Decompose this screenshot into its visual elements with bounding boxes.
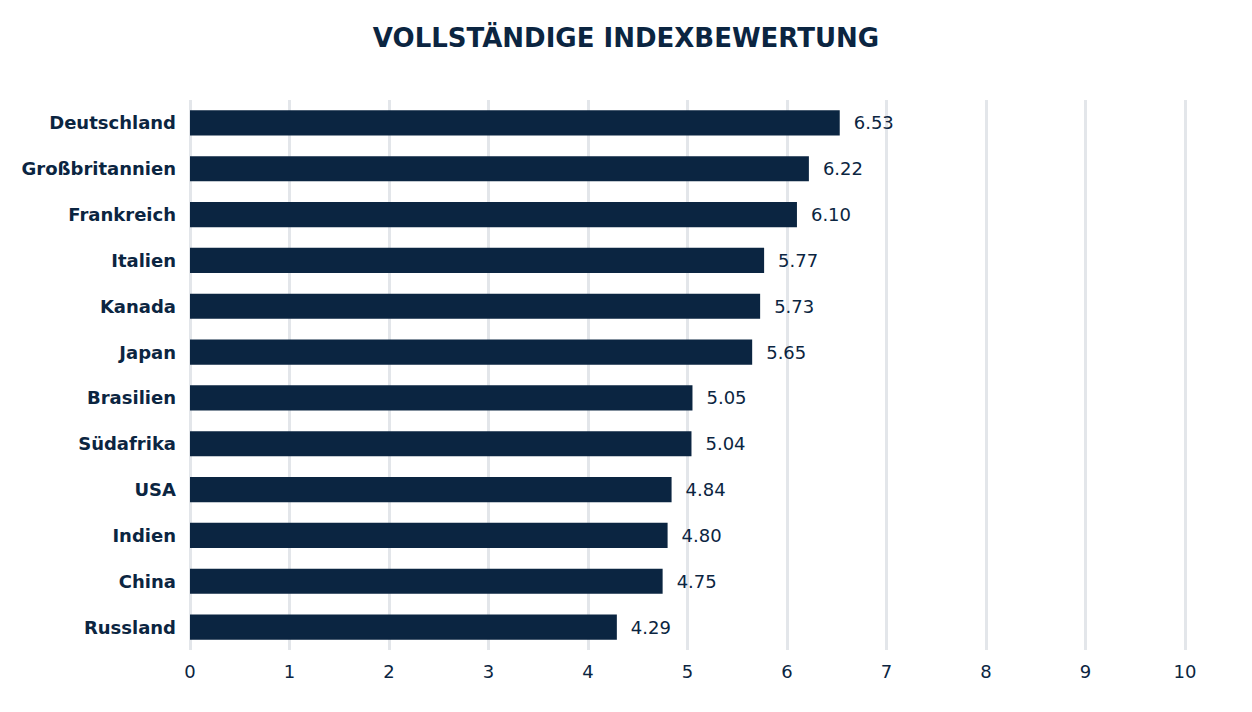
svg-text:9: 9 <box>1080 661 1091 682</box>
svg-text:Südafrika: Südafrika <box>78 433 176 454</box>
svg-text:4.29: 4.29 <box>631 617 671 638</box>
svg-text:5.05: 5.05 <box>706 387 746 408</box>
svg-text:6.22: 6.22 <box>823 158 863 179</box>
svg-text:Japan: Japan <box>117 342 176 363</box>
svg-text:1: 1 <box>284 661 295 682</box>
svg-text:4: 4 <box>582 661 593 682</box>
svg-text:5: 5 <box>682 661 693 682</box>
svg-text:10: 10 <box>1174 661 1197 682</box>
svg-text:5.73: 5.73 <box>774 296 814 317</box>
svg-text:8: 8 <box>980 661 991 682</box>
svg-text:Frankreich: Frankreich <box>68 204 176 225</box>
svg-text:Deutschland: Deutschland <box>49 112 176 133</box>
svg-text:Italien: Italien <box>111 250 176 271</box>
svg-text:6.53: 6.53 <box>854 112 894 133</box>
svg-text:Brasilien: Brasilien <box>87 387 176 408</box>
svg-text:5.77: 5.77 <box>778 250 818 271</box>
svg-text:7: 7 <box>881 661 892 682</box>
svg-text:3: 3 <box>483 661 494 682</box>
svg-text:4.75: 4.75 <box>677 571 717 592</box>
svg-text:VOLLSTÄNDIGE INDEXBEWERTUNG: VOLLSTÄNDIGE INDEXBEWERTUNG <box>373 22 879 53</box>
svg-text:6: 6 <box>781 661 792 682</box>
svg-text:USA: USA <box>134 479 176 500</box>
svg-text:4.80: 4.80 <box>682 525 722 546</box>
svg-text:Russland: Russland <box>84 617 176 638</box>
svg-text:0: 0 <box>184 661 195 682</box>
svg-text:5.04: 5.04 <box>705 433 745 454</box>
svg-text:Großbritannien: Großbritannien <box>22 158 176 179</box>
svg-text:6.10: 6.10 <box>811 204 851 225</box>
svg-text:Indien: Indien <box>112 525 176 546</box>
svg-text:5.65: 5.65 <box>766 342 806 363</box>
svg-text:4.84: 4.84 <box>686 479 726 500</box>
svg-text:2: 2 <box>383 661 394 682</box>
svg-text:Kanada: Kanada <box>100 296 176 317</box>
svg-text:China: China <box>119 571 176 592</box>
